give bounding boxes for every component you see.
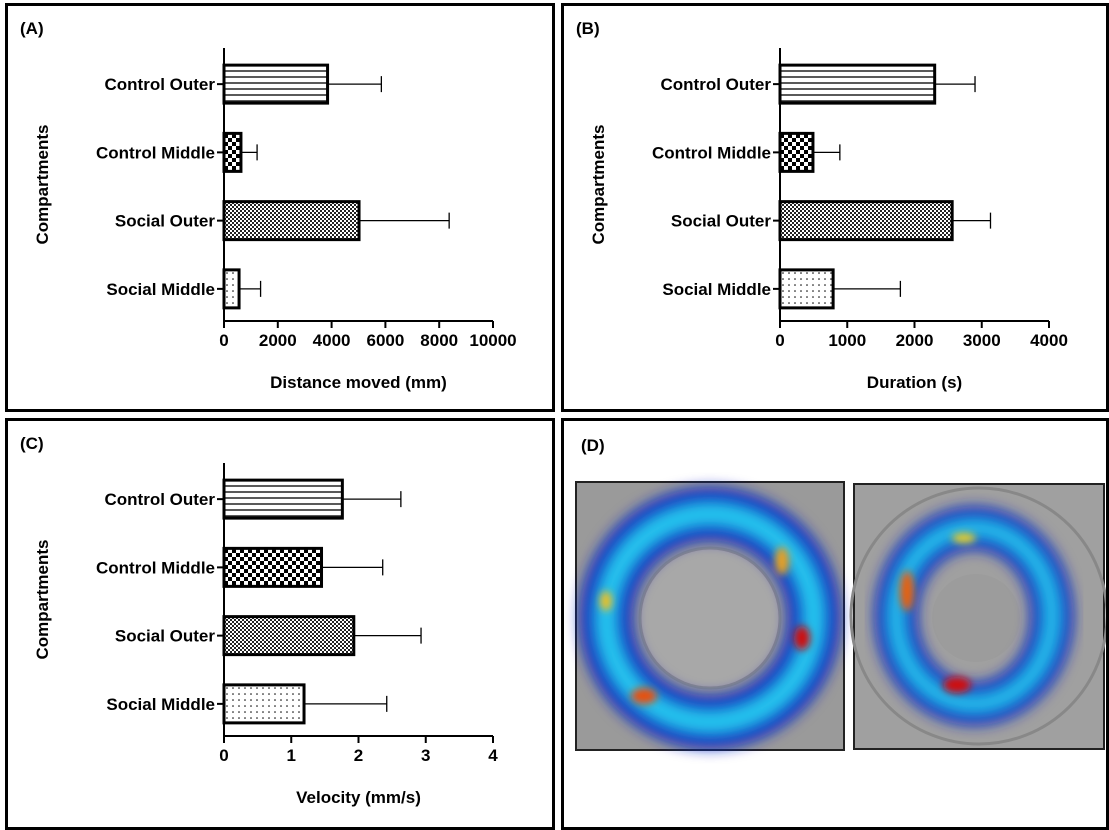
heatmap-image (851, 484, 1106, 749)
x-tick-label: 3000 (963, 331, 1001, 350)
panel-label: (A) (20, 19, 44, 38)
x-axis-title: Duration (s) (867, 373, 962, 392)
figure: (A) Compartments Distance moved (mm) 0 2000 4… (0, 0, 1109, 830)
y-tick-label: Social Middle (106, 280, 215, 299)
y-tick-label: Social Middle (662, 280, 771, 299)
panel-a: (A) Compartments Distance moved (mm) 0 2000 4… (5, 3, 555, 412)
bar (780, 270, 833, 308)
x-tick-label: 1 (287, 746, 296, 765)
chart: (C) Compartments Velocity (mm/s) 0 1 2 3 4 Contr… (8, 421, 552, 827)
y-tick-label: Social Outer (671, 212, 772, 231)
panel-label: (D) (581, 436, 605, 455)
chart: (A) Compartments Distance moved (mm) 0 2000 4… (8, 6, 552, 409)
panel-label: (C) (20, 434, 44, 453)
bar (224, 617, 354, 655)
heatmap-image (576, 482, 844, 750)
bar (224, 133, 241, 171)
bar (224, 65, 328, 103)
x-tick-label: 2 (354, 746, 363, 765)
panel-d: (D) (561, 418, 1109, 830)
bar (780, 133, 813, 171)
x-tick-label: 0 (219, 746, 228, 765)
x-tick-label: 4000 (1030, 331, 1068, 350)
bar (224, 480, 342, 518)
y-tick-label: Control Outer (105, 490, 216, 509)
y-axis-title: Compartments (589, 125, 608, 245)
x-tick-label: 3 (421, 746, 430, 765)
y-tick-label: Social Outer (115, 212, 216, 231)
x-tick-label: 0 (219, 331, 228, 350)
y-tick-label: Social Middle (106, 695, 215, 714)
y-tick-label: Social Outer (115, 627, 216, 646)
y-tick-label: Control Outer (661, 75, 772, 94)
bar (780, 65, 935, 103)
bar (224, 548, 322, 586)
x-tick-label: 1000 (828, 331, 866, 350)
bar (780, 202, 952, 240)
x-axis-title: Distance moved (mm) (270, 373, 447, 392)
y-tick-label: Control Middle (652, 143, 771, 162)
y-axis-title: Compartments (33, 540, 52, 660)
x-tick-label: 0 (775, 331, 784, 350)
x-axis-title: Velocity (mm/s) (296, 788, 421, 807)
panel-label: (B) (576, 19, 600, 38)
chart: (B) Compartments Duration (s) 0 1000 2000 3000… (564, 6, 1106, 409)
x-tick-label: 4 (488, 746, 498, 765)
bar (224, 202, 359, 240)
x-tick-label: 2000 (259, 331, 297, 350)
x-tick-label: 10000 (469, 331, 516, 350)
x-tick-label: 8000 (420, 331, 458, 350)
panel-c: (C) Compartments Velocity (mm/s) 0 1 2 3 4 Contr… (5, 418, 555, 830)
x-tick-label: 6000 (366, 331, 404, 350)
y-axis-title: Compartments (33, 125, 52, 245)
panel-b: (B) Compartments Duration (s) 0 1000 2000 3000… (561, 3, 1109, 412)
bar (224, 270, 239, 308)
x-tick-label: 2000 (896, 331, 934, 350)
heatmap-panel: (D) (564, 421, 1106, 827)
x-tick-label: 4000 (313, 331, 351, 350)
y-tick-label: Control Middle (96, 558, 215, 577)
y-tick-label: Control Outer (105, 75, 216, 94)
y-tick-label: Control Middle (96, 143, 215, 162)
bar (224, 685, 304, 723)
